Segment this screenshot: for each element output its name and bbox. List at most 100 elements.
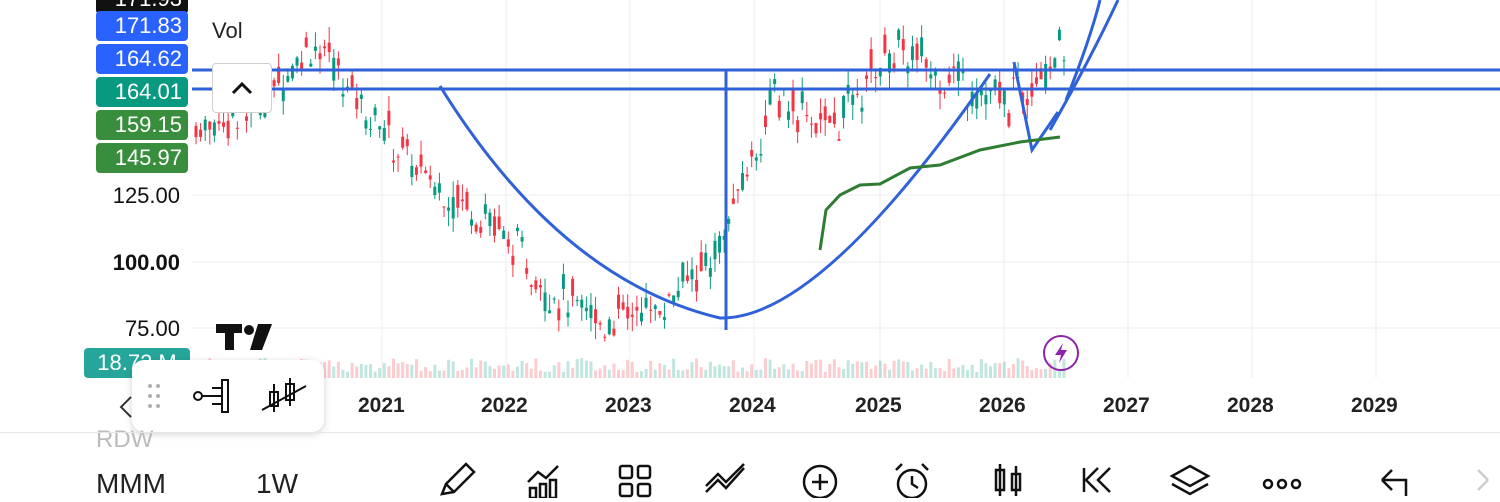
tradingview-logo xyxy=(216,324,272,350)
candle-body xyxy=(245,116,249,121)
volume-bar xyxy=(1034,368,1038,378)
volume-bar xyxy=(672,358,676,378)
volume-bar xyxy=(451,361,455,378)
candle-body xyxy=(603,336,607,338)
price-tick-125: 125.00 xyxy=(112,183,180,208)
pencil-icon[interactable] xyxy=(432,462,476,498)
replay-icon[interactable] xyxy=(1076,462,1120,498)
candle-body xyxy=(745,174,749,177)
volume-bar xyxy=(520,360,524,378)
candle-body xyxy=(369,128,373,130)
drag-handle-icon[interactable] xyxy=(146,381,162,411)
volume-bar xyxy=(681,370,685,378)
volume-bar xyxy=(842,369,846,378)
layers-icon[interactable] xyxy=(1168,462,1212,498)
volume-bar xyxy=(1007,368,1011,378)
object-tree-icon[interactable] xyxy=(192,376,232,416)
candle-body xyxy=(594,309,598,324)
more-icon[interactable] xyxy=(1260,462,1304,498)
volume-bar xyxy=(910,370,914,378)
volume-bar xyxy=(594,370,598,378)
volume-bar xyxy=(1030,370,1034,378)
volume-bar xyxy=(915,368,919,378)
candle-body xyxy=(529,285,533,287)
candle-body xyxy=(520,237,524,242)
candle-body xyxy=(511,255,515,265)
candle-body xyxy=(883,34,887,54)
candle-body xyxy=(382,127,386,141)
candle-body xyxy=(401,136,405,148)
volume-bar xyxy=(823,371,827,378)
volume-bar xyxy=(515,366,519,378)
candle-body xyxy=(644,297,648,308)
volume-bar xyxy=(470,358,474,378)
candle-body xyxy=(630,314,634,317)
volume-bar xyxy=(378,368,382,378)
candle-body xyxy=(621,302,625,310)
year-label-2029: 2029 xyxy=(1351,394,1398,417)
candle-body xyxy=(805,114,809,117)
volume-bar xyxy=(607,369,611,378)
volume-bar xyxy=(676,369,680,378)
alarm-icon[interactable] xyxy=(890,462,934,498)
volume-bar xyxy=(658,363,662,378)
volume-bar xyxy=(350,362,354,378)
trend-line-icon[interactable] xyxy=(704,462,748,498)
candle-body xyxy=(910,46,914,60)
candle-body xyxy=(690,269,694,280)
volume-bar xyxy=(1021,360,1025,378)
candle-body xyxy=(1044,63,1048,88)
plus-circle-icon[interactable] xyxy=(798,462,842,498)
price-chart[interactable] xyxy=(0,0,1500,432)
volume-bar xyxy=(479,360,483,378)
undo-icon[interactable] xyxy=(1370,462,1414,498)
volume-bar xyxy=(704,369,708,378)
candle-body xyxy=(286,75,290,82)
chevron-left-icon[interactable] xyxy=(118,394,134,420)
interval-button[interactable]: 1W xyxy=(256,468,298,499)
volume-bar xyxy=(920,364,924,378)
candle-body xyxy=(355,98,359,110)
candle-body xyxy=(759,154,763,156)
volume-bar xyxy=(685,369,689,378)
volume-bar xyxy=(529,368,533,378)
indicators-icon[interactable] xyxy=(524,462,568,498)
candle-body xyxy=(901,38,905,51)
volume-bar xyxy=(603,365,607,378)
candle-body xyxy=(874,76,878,79)
volume-bar xyxy=(763,358,767,378)
candle-body xyxy=(543,292,547,312)
candles-icon[interactable] xyxy=(986,462,1030,498)
candle-body xyxy=(405,139,409,147)
redo-icon[interactable] xyxy=(1456,462,1500,498)
candle-body xyxy=(263,111,267,118)
candle-body xyxy=(814,123,818,134)
candle-body xyxy=(428,175,432,180)
candle-body xyxy=(984,95,988,105)
candle-body xyxy=(1002,90,1006,105)
year-label-2024: 2024 xyxy=(729,394,776,417)
candle-body xyxy=(497,216,501,229)
flash-alert-button[interactable] xyxy=(1043,335,1079,371)
floating-drawing-toolbar[interactable] xyxy=(132,360,324,432)
candle-tool-icon[interactable] xyxy=(260,374,308,418)
volume-bar xyxy=(667,369,671,378)
candle-body xyxy=(1053,58,1057,68)
symbol-button[interactable]: MMM xyxy=(96,468,166,499)
layout-grid-icon[interactable] xyxy=(614,462,658,498)
candle-body xyxy=(741,173,745,190)
volume-bar xyxy=(979,359,983,378)
volume-bar xyxy=(626,359,630,378)
volume-bar xyxy=(759,369,763,378)
candle-body xyxy=(869,49,873,72)
volume-bar xyxy=(869,368,873,378)
candle-body xyxy=(350,75,354,88)
candle-body xyxy=(538,285,542,288)
candle-body xyxy=(309,63,313,67)
collapse-button[interactable] xyxy=(212,63,272,113)
candle-body xyxy=(525,268,529,274)
candle-body xyxy=(483,204,487,214)
volume-bar xyxy=(874,365,878,378)
candle-body xyxy=(809,123,813,125)
year-label-2025: 2025 xyxy=(855,394,902,417)
